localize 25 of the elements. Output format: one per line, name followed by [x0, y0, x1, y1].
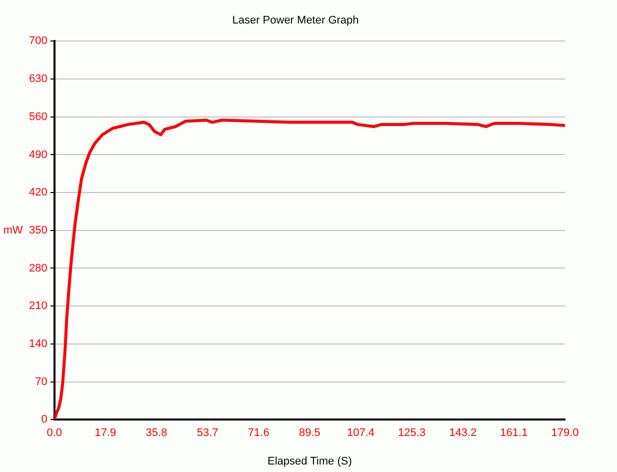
x-tick-label: 17.9	[94, 427, 116, 440]
y-tick-label: 420	[28, 186, 48, 199]
y-tick-label: 560	[28, 110, 48, 123]
y-axis-title: mW	[3, 224, 24, 236]
y-tick-label: 140	[28, 338, 48, 350]
x-tick-label: 179.0	[551, 427, 579, 440]
x-tick-label: 71.6	[248, 427, 270, 440]
y-tick-label: 350	[28, 224, 48, 236]
y-tick-label: 0	[41, 414, 48, 426]
x-tick-label: 53.7	[196, 427, 218, 440]
y-tick-label: 630	[28, 73, 48, 86]
y-tick-label: 210	[28, 300, 48, 312]
y-tick-label: 280	[28, 262, 48, 274]
x-tick-label: 89.5	[298, 427, 320, 440]
y-tick-label: 70	[35, 376, 48, 388]
x-tick-label: 125.3	[398, 427, 426, 440]
x-tick-label: 0.0	[46, 427, 62, 440]
x-tick-label: 35.8	[146, 427, 168, 440]
x-tick-label: 143.2	[449, 427, 477, 440]
y-tick-label: 490	[28, 148, 48, 161]
y-tick-label: 700	[28, 35, 48, 48]
chart-title: Laser Power Meter Graph	[232, 14, 359, 27]
x-tick-label: 107.4	[346, 427, 375, 440]
x-tick-label: 161.1	[500, 427, 528, 440]
x-axis-title: Elapsed Time (S)	[267, 455, 352, 468]
